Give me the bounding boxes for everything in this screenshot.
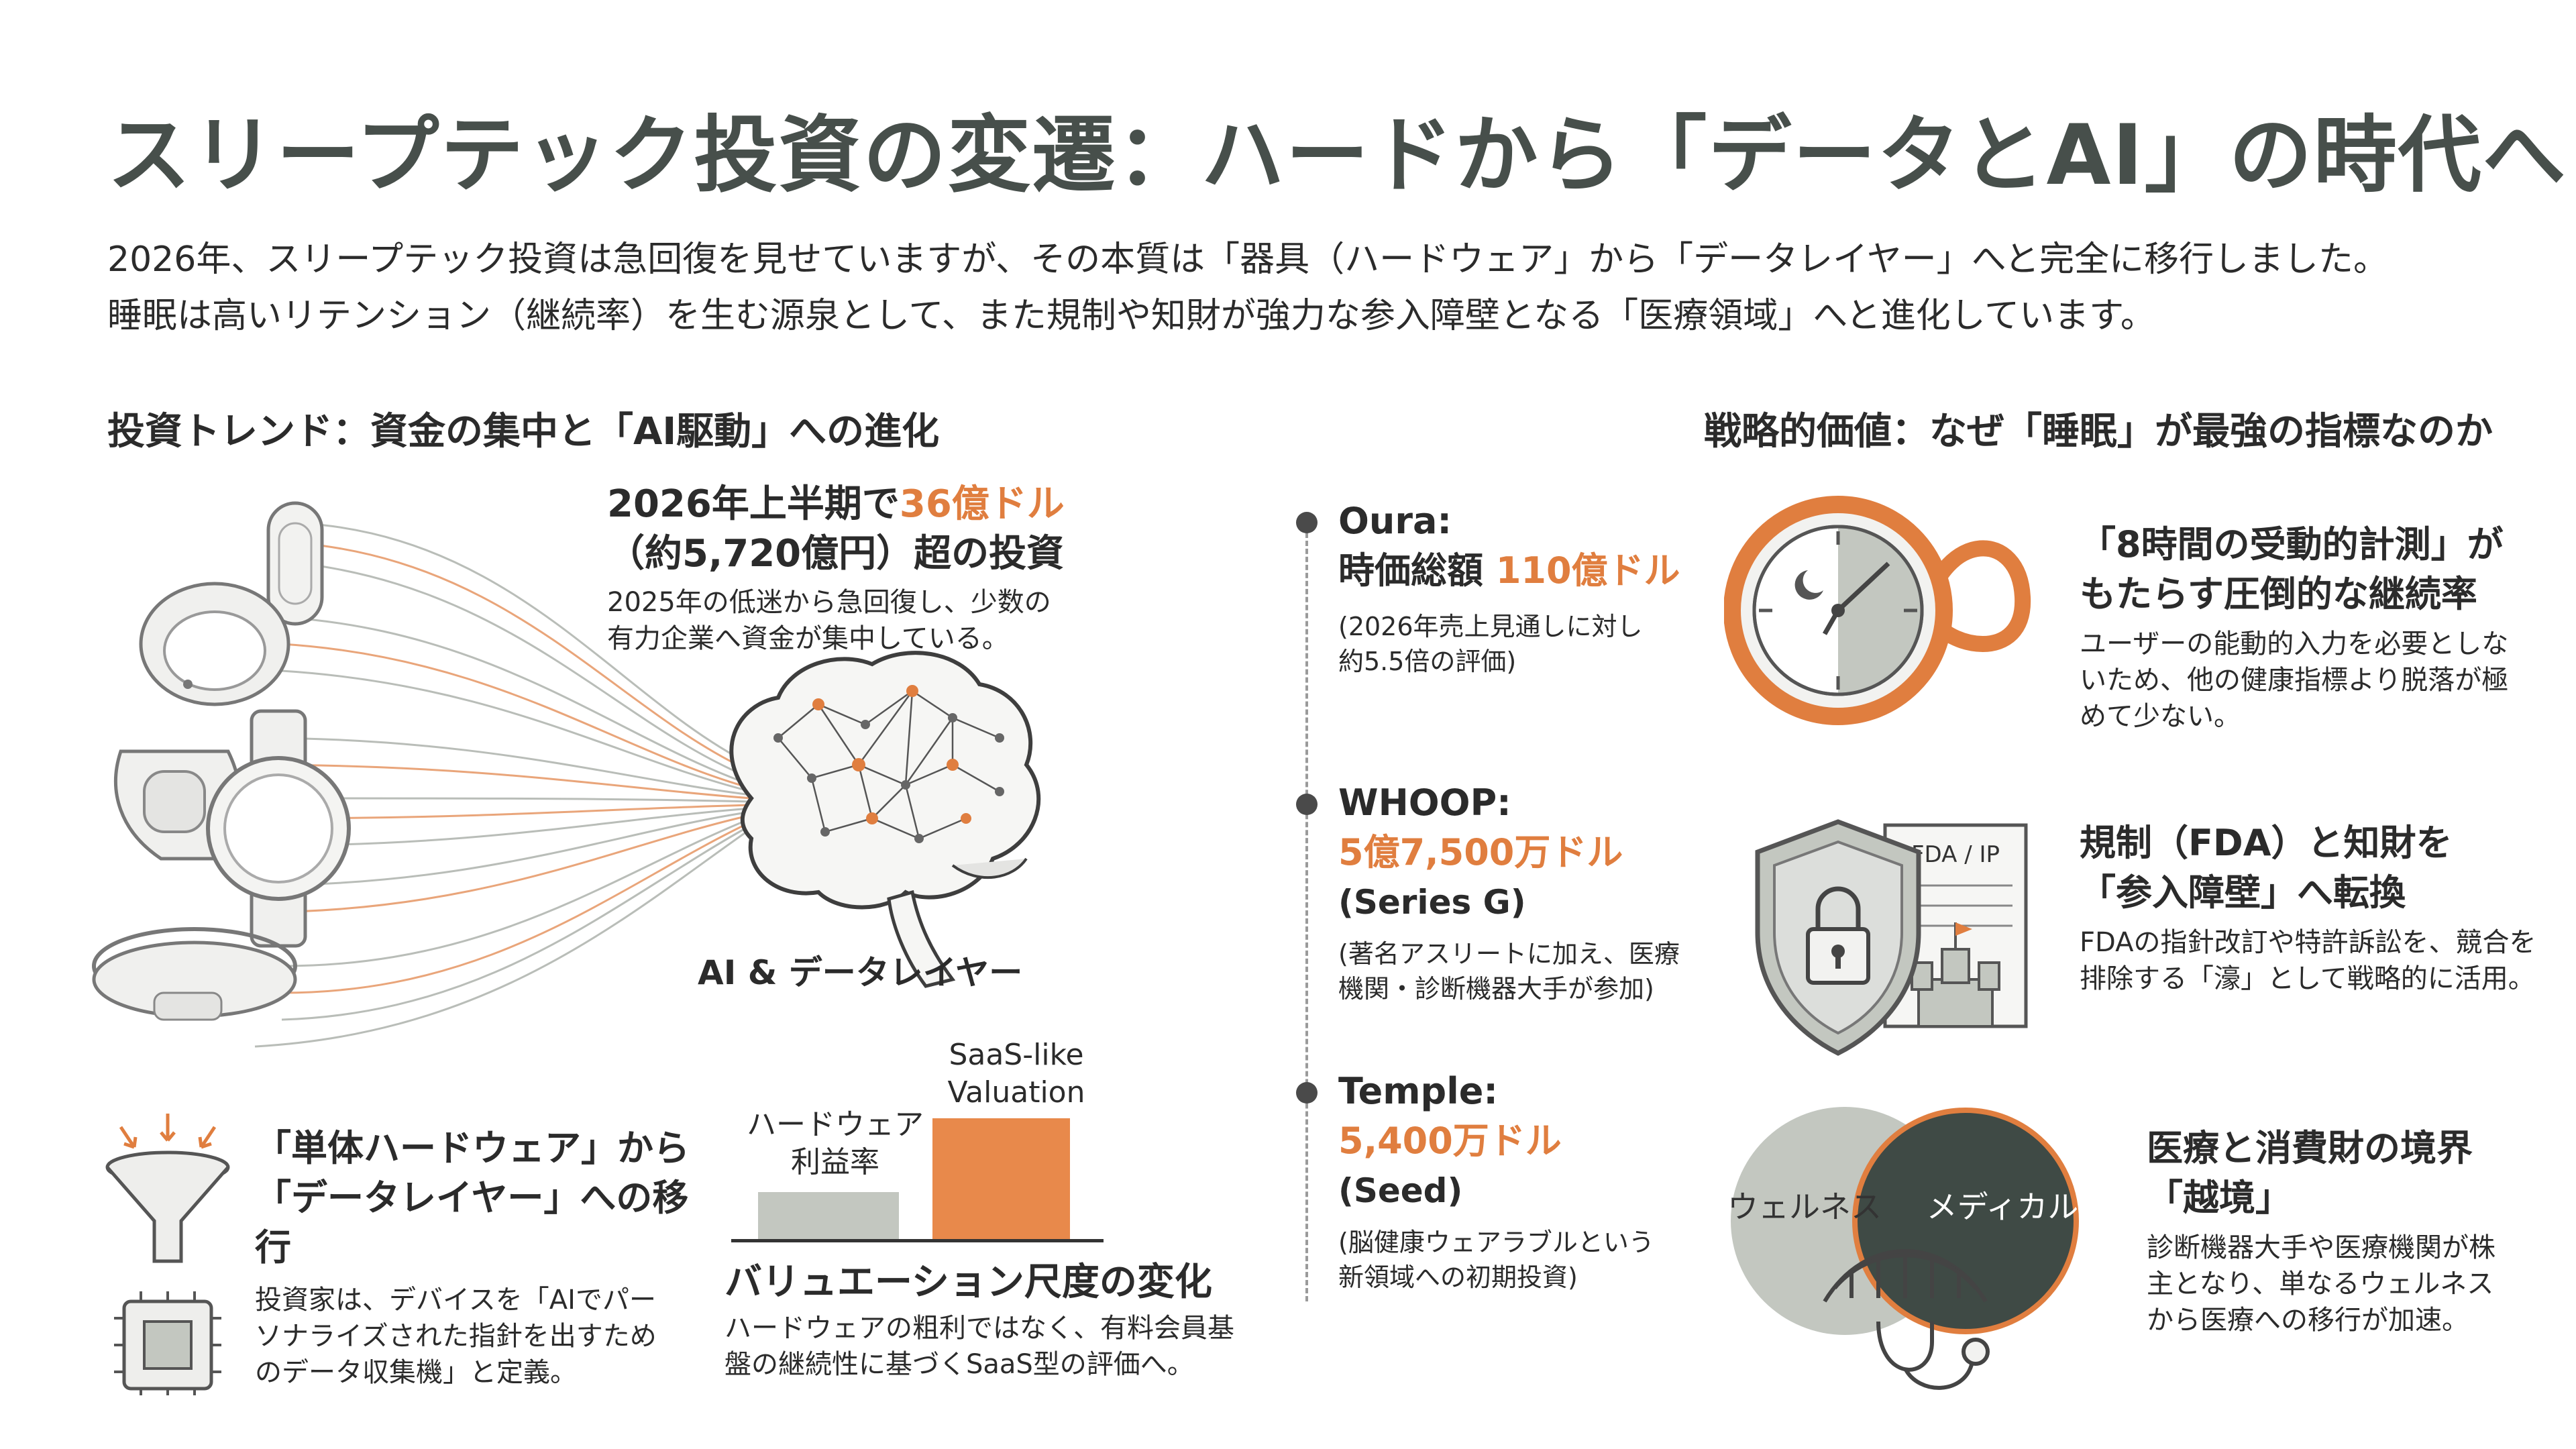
regulation-heading-2: 「参入障壁」へ転換 xyxy=(2080,871,2406,914)
devices-to-brain-illustration xyxy=(92,501,1041,1048)
retention-desc-1: ユーザーの能動的入力を必要としな xyxy=(2080,629,2509,659)
shift-desc-1: 投資家は、デバイスを「AIでパー xyxy=(255,1285,656,1316)
valuation-heading: バリュエーション尺度の変化 xyxy=(724,1260,1212,1304)
metric-value: 5,400万ドル xyxy=(1338,1120,1562,1162)
ai-brain-icon xyxy=(729,651,1041,988)
shield-lock-icon xyxy=(1755,819,1921,1056)
investment-amount: 36億ドル xyxy=(899,482,1065,526)
shift-desc-2: ソナライズされた指針を出すため xyxy=(255,1321,657,1352)
timeline-line xyxy=(1305,517,1308,1301)
timeline-dot-whoop xyxy=(1296,794,1318,815)
retention-desc-3: めて少ない。 xyxy=(2080,701,2241,732)
venn-wellness-label: ウェルネス xyxy=(1727,1189,1882,1225)
saas-valuation-label: SaaS-like Valuation xyxy=(947,1038,1085,1110)
chip-icon xyxy=(114,1291,221,1395)
wellness-medical-venn: ウェルネス メディカル xyxy=(1727,1107,2079,1390)
timeline-item-whoop: WHOOP: 5億7,500万ドル (Series G) (著名アスリートに加え… xyxy=(1338,778,1680,1006)
cross-border-desc-1: 診断機器大手や医療機関が株 xyxy=(2147,1232,2496,1263)
strategic-value-heading: 戦略的価値：なぜ「睡眠」が最強の指標なのか xyxy=(1704,410,2493,453)
hardware-margin-label: ハードウェア 利益率 xyxy=(747,1108,924,1179)
investment-desc-2: 有力企業へ資金が集中している。 xyxy=(607,623,1009,654)
timeline-item-temple: Temple: 5,400万ドル (Seed) (脳健康ウェアラブルという 新領… xyxy=(1338,1067,1654,1295)
doc-label: FDA / IP xyxy=(1911,841,2000,868)
intro-text: 2026年、スリープテック投資は急回復を見せていますが、その本質は「器具（ハード… xyxy=(107,231,2388,344)
retention-desc-2: いため、他の健康指標より脱落が極 xyxy=(2080,665,2509,696)
valuation-desc-1: ハードウェアの粗利ではなく、有料会員基 xyxy=(724,1313,1234,1344)
shift-heading-3: 行 xyxy=(255,1226,291,1269)
company-name: Oura: xyxy=(1338,500,1452,542)
clock-loop-icon xyxy=(1724,496,2031,725)
cross-border-heading-2: 「越境」 xyxy=(2147,1177,2292,1219)
company-name: Temple: xyxy=(1338,1070,1498,1112)
valuation-bar-chart: ハードウェア 利益率 SaaS-like Valuation xyxy=(731,1036,1107,1258)
shift-icons xyxy=(105,1114,230,1395)
retention-item: 「8時間の受動的計測」が もたらす圧倒的な継続率 ユーザーの能動的入力を必要とし… xyxy=(2080,520,2508,735)
note-line-2: 機関・診断機器大手が参加) xyxy=(1338,974,1654,1004)
brain-label: AI & データレイヤー xyxy=(698,953,1023,992)
intro-line-2: 睡眠は高いリテンション（継続率）を生む源泉として、また規制や知財が強力な参入障壁… xyxy=(107,296,2155,336)
shift-heading-1: 「単体ハードウェア」から xyxy=(255,1127,690,1169)
funding-round: (Seed) xyxy=(1338,1171,1463,1210)
company-name: WHOOP: xyxy=(1338,782,1511,824)
timeline-dot-temple xyxy=(1296,1082,1318,1104)
metric-prefix: 時価総額 xyxy=(1338,549,1496,592)
cross-border-desc-2: 主となり、単なるウェルネス xyxy=(2147,1269,2494,1299)
shift-desc-3: のデータ収集機」と定義。 xyxy=(255,1357,577,1388)
note-line-2: 新領域への初期投資) xyxy=(1338,1263,1578,1292)
intro-line-1: 2026年、スリープテック投資は急回復を見せていますが、その本質は「器具（ハード… xyxy=(107,239,2389,280)
retention-heading-1: 「8時間の受動的計測」が xyxy=(2080,523,2504,566)
smart-ring-icon xyxy=(139,582,290,706)
regulation-ip-item: 規制（FDA）と知財を 「参入障壁」へ転換 FDAの指針改訂や特許訴訟を、競合を… xyxy=(2080,818,2536,997)
smart-watch-icon xyxy=(206,709,351,948)
cross-border-desc-3: から医療への移行が加速。 xyxy=(2147,1305,2469,1336)
hardware-margin-bar xyxy=(758,1192,899,1239)
smart-band-icon xyxy=(266,501,324,626)
timeline-dot-oura xyxy=(1296,512,1318,533)
page-title: スリープテック投資の変遷：ハードから「データとAI」の時代へ xyxy=(107,107,2567,204)
investment-line-1-pre: 2026年上半期で xyxy=(607,482,900,526)
note-line-1: (脳健康ウェアラブルという xyxy=(1338,1228,1654,1257)
timeline-item-oura: Oura: 時価総額 110億ドル (2026年売上見通しに対し 約5.5倍の評… xyxy=(1338,496,1680,679)
saas-valuation-bar xyxy=(932,1118,1070,1239)
regulation-desc-2: 排除する「濠」として戦略的に活用。 xyxy=(2080,963,2535,994)
note-line-1: (2026年売上見通しに対し xyxy=(1338,612,1643,641)
valuation-change: バリュエーション尺度の変化 ハードウェアの粗利ではなく、有料会員基 盤の継続性に… xyxy=(724,1258,1234,1383)
shift-heading-2: 「データレイヤー」への移 xyxy=(255,1177,689,1219)
investment-summary: 2026年上半期で36億ドル （約5,720億円）超の投資 2025年の低迷から… xyxy=(607,480,1065,657)
bridge-icon xyxy=(1823,1249,1988,1303)
valuation-baseline xyxy=(731,1239,1104,1242)
stethoscope-icon xyxy=(1876,1321,1990,1390)
note-line-2: 約5.5倍の評価) xyxy=(1338,647,1517,676)
valuation-desc-2: 盤の継続性に基づくSaaS型の評価へ。 xyxy=(724,1349,1194,1380)
regulation-heading-1: 規制（FDA）と知財を xyxy=(2080,822,2453,864)
metric-value: 110億ドル xyxy=(1495,549,1680,592)
funnel-icon xyxy=(105,1114,230,1263)
metric-value: 5億7,500万ドル xyxy=(1338,831,1623,873)
funding-round: (Series G) xyxy=(1338,883,1526,922)
investment-desc-1: 2025年の低迷から急回復し、少数の xyxy=(607,587,1051,618)
retention-heading-2: もたらす圧倒的な継続率 xyxy=(2080,573,2477,615)
investment-line-2: （約5,720億円）超の投資 xyxy=(607,532,1065,576)
investment-trend-heading: 投資トレンド：資金の集中と「AI駆動」への進化 xyxy=(107,410,940,453)
regulation-desc-1: FDAの指針改訂や特許訴訟を、競合を xyxy=(2080,927,2536,958)
venn-medical-label: メディカル xyxy=(1927,1189,2079,1225)
headband-icon xyxy=(92,927,297,1021)
cross-border-item: 医療と消費財の境界 「越境」 診断機器大手や医療機関が株 主となり、単なるウェル… xyxy=(2147,1124,2496,1338)
data-flow-lines xyxy=(254,522,752,1048)
hardware-to-data-shift: 「単体ハードウェア」から 「データレイヤー」への移 行 投資家は、デバイスを「A… xyxy=(255,1124,690,1391)
cross-border-heading-1: 医療と消費財の境界 xyxy=(2147,1127,2473,1169)
shield-document-icon: FDA / IP xyxy=(1755,819,2028,1056)
note-line-1: (著名アスリートに加え、医療 xyxy=(1338,939,1680,969)
